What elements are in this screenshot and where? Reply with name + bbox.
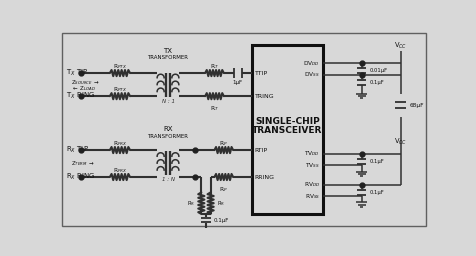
Text: TV$_{SS}$: TV$_{SS}$ bbox=[305, 161, 320, 170]
Text: 0.1µF: 0.1µF bbox=[369, 159, 384, 164]
Text: SINGLE-CHIP: SINGLE-CHIP bbox=[255, 117, 320, 126]
Text: RV$_{DD}$: RV$_{DD}$ bbox=[304, 180, 320, 189]
Text: R$_P$: R$_P$ bbox=[219, 185, 228, 194]
Text: R$_{PTX}$: R$_{PTX}$ bbox=[113, 85, 127, 94]
Text: 1 : N: 1 : N bbox=[161, 177, 175, 183]
Text: T$_X$ RING: T$_X$ RING bbox=[66, 91, 95, 101]
Text: RX: RX bbox=[163, 126, 173, 132]
Text: R$_R$: R$_R$ bbox=[187, 199, 195, 208]
Text: 68µF: 68µF bbox=[410, 103, 424, 108]
FancyBboxPatch shape bbox=[62, 33, 426, 226]
Text: R$_{PRX}$: R$_{PRX}$ bbox=[113, 166, 127, 175]
Text: T$_X$ TIP: T$_X$ TIP bbox=[66, 68, 88, 78]
Text: TRANSCEIVER: TRANSCEIVER bbox=[252, 126, 323, 135]
Text: TTIP: TTIP bbox=[255, 71, 268, 76]
Text: Z$_{SOURCE}$ $\rightarrow$: Z$_{SOURCE}$ $\rightarrow$ bbox=[71, 78, 100, 87]
Text: 0.1µF: 0.1µF bbox=[214, 218, 229, 223]
Text: 0.1µF: 0.1µF bbox=[369, 190, 384, 195]
Text: R$_{PRX}$: R$_{PRX}$ bbox=[113, 139, 127, 148]
Text: R$_X$ TIP: R$_X$ TIP bbox=[66, 145, 89, 155]
Text: R$_T$: R$_T$ bbox=[210, 104, 219, 113]
Text: RRING: RRING bbox=[255, 175, 275, 179]
Text: TV$_{DD}$: TV$_{DD}$ bbox=[304, 150, 320, 158]
Text: R$_T$: R$_T$ bbox=[210, 62, 219, 71]
Text: TRANSFORMER: TRANSFORMER bbox=[148, 55, 188, 60]
Text: DV$_{DD}$: DV$_{DD}$ bbox=[303, 59, 320, 68]
Text: V$_{CC}$: V$_{CC}$ bbox=[394, 41, 407, 51]
Text: Z$_{TERM}$ $\rightarrow$: Z$_{TERM}$ $\rightarrow$ bbox=[71, 159, 95, 168]
Text: $\leftarrow$ Z$_{LOAD}$: $\leftarrow$ Z$_{LOAD}$ bbox=[71, 84, 96, 93]
Text: TRING: TRING bbox=[255, 94, 275, 99]
Text: R$_X$ RING: R$_X$ RING bbox=[66, 172, 95, 182]
Text: TX: TX bbox=[163, 48, 172, 54]
Text: 1µF: 1µF bbox=[233, 80, 243, 85]
Text: N : 1: N : 1 bbox=[161, 99, 175, 104]
Text: V$_{CC}$: V$_{CC}$ bbox=[394, 137, 407, 147]
Text: TRANSFORMER: TRANSFORMER bbox=[148, 134, 188, 139]
Text: 0.1µF: 0.1µF bbox=[369, 80, 384, 85]
Text: R$_{PTX}$: R$_{PTX}$ bbox=[113, 62, 127, 71]
Text: RV$_{SS}$: RV$_{SS}$ bbox=[305, 192, 320, 201]
Text: 0.01µF: 0.01µF bbox=[369, 68, 387, 73]
Text: RTIP: RTIP bbox=[255, 147, 268, 153]
Text: R$_R$: R$_R$ bbox=[217, 199, 225, 208]
Text: R$_P$: R$_P$ bbox=[219, 139, 228, 148]
Text: DV$_{SS}$: DV$_{SS}$ bbox=[304, 70, 320, 79]
FancyBboxPatch shape bbox=[252, 45, 323, 214]
